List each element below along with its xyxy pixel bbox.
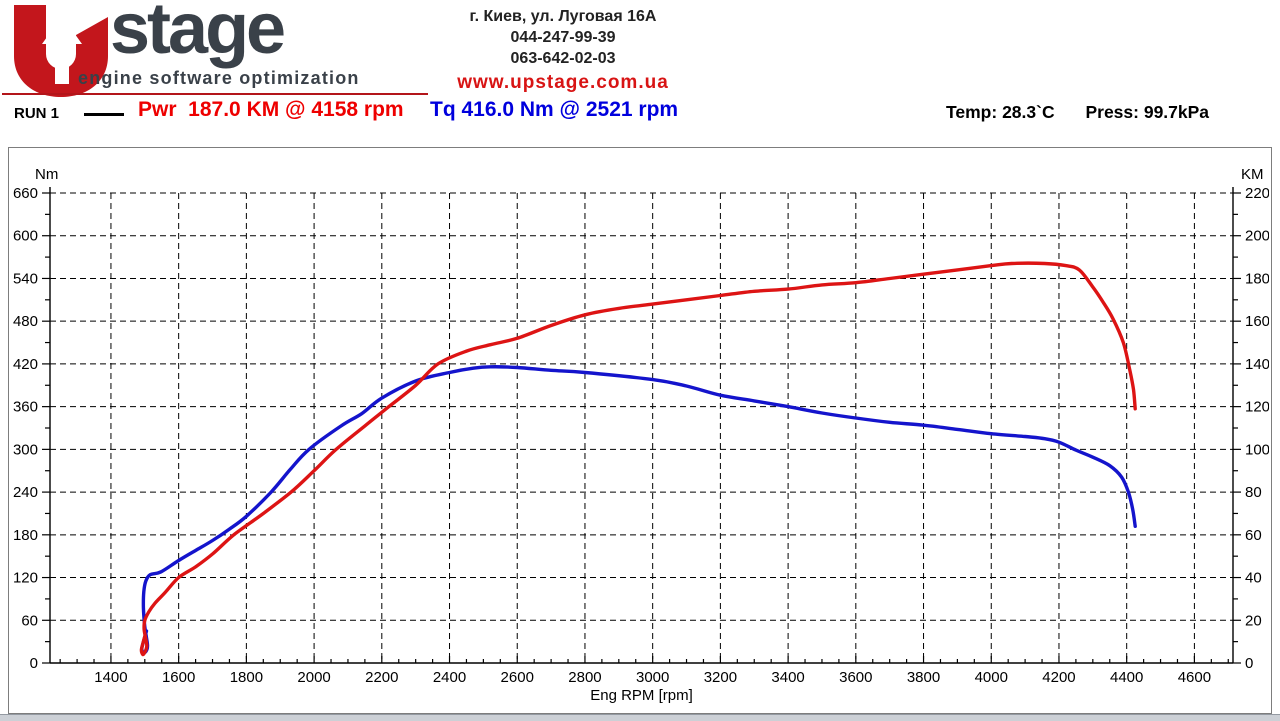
axis-label: 240 bbox=[13, 484, 38, 501]
axis-label: 3400 bbox=[771, 669, 804, 686]
axis-label: 360 bbox=[13, 399, 38, 416]
axis-label: Nm bbox=[35, 166, 58, 183]
contact-phone-1: 044-247-99-39 bbox=[510, 29, 616, 46]
axis-label: 120 bbox=[13, 570, 38, 587]
axis-label: 3800 bbox=[907, 669, 940, 686]
axis-label: 480 bbox=[13, 313, 38, 330]
axis-label: 60 bbox=[21, 612, 38, 629]
axis-label: 1800 bbox=[230, 669, 263, 686]
axis-label: 200 bbox=[1245, 228, 1269, 245]
ambient-readouts: Temp: 28.3`C Press: 99.7kPa bbox=[946, 102, 1209, 123]
axis-label: 4200 bbox=[1042, 669, 1075, 686]
axis-label: 20 bbox=[1245, 612, 1262, 629]
power-peak-readout: Pwr 187.0 KM @ 4158 rpm bbox=[138, 98, 404, 121]
logo-up-arrow-icon bbox=[14, 5, 108, 97]
axis-label: 0 bbox=[1245, 655, 1253, 672]
axis-label: 600 bbox=[13, 228, 38, 245]
axis-label: 660 bbox=[13, 185, 38, 202]
axis-label: 80 bbox=[1245, 484, 1262, 501]
axis-label: 540 bbox=[13, 270, 38, 287]
axis-label: 4400 bbox=[1110, 669, 1143, 686]
axis-label: 300 bbox=[13, 441, 38, 458]
axis-label: Eng RPM [rpm] bbox=[590, 687, 693, 704]
legend-line-sample bbox=[84, 113, 124, 116]
contact-address: г. Киев, ул. Луговая 16А bbox=[469, 8, 657, 25]
dyno-chart-panel: 0 60 120 180 240 300 360 420 480 540 600 660 Nm 0 20 40… bbox=[8, 147, 1272, 714]
ambient-temp-readout: Temp: 28.3`C bbox=[946, 102, 1055, 122]
axis-label: 120 bbox=[1245, 399, 1269, 416]
axis-label: 3600 bbox=[839, 669, 872, 686]
torque-peak-readout: Tq 416.0 Nm @ 2521 rpm bbox=[430, 98, 679, 121]
axis-label: 4600 bbox=[1178, 669, 1211, 686]
window-bottom-strip bbox=[0, 714, 1280, 721]
logo: stage engine software optimization bbox=[6, 0, 430, 97]
axis-label: 60 bbox=[1245, 527, 1262, 544]
axis-label: 3000 bbox=[636, 669, 669, 686]
axis-label: 4000 bbox=[975, 669, 1008, 686]
axis-label: 1400 bbox=[94, 669, 127, 686]
axis-label: 2600 bbox=[501, 669, 534, 686]
axis-label: 2800 bbox=[568, 669, 601, 686]
axis-label: 100 bbox=[1245, 441, 1269, 458]
axis-label: 3200 bbox=[704, 669, 737, 686]
contact-block: г. Киев, ул. Луговая 16А 044-247-99-39 0… bbox=[418, 6, 708, 94]
axis-label: 40 bbox=[1245, 570, 1262, 587]
logo-stage-text: stage bbox=[110, 0, 286, 69]
dyno-chart: 0 60 120 180 240 300 360 420 480 540 600 660 Nm 0 20 40… bbox=[13, 166, 1270, 704]
axis-label: 180 bbox=[1245, 270, 1269, 287]
torque-curve bbox=[140, 365, 1137, 655]
axis-label: 160 bbox=[1245, 313, 1269, 330]
axis-label: 420 bbox=[13, 356, 38, 373]
contact-website: www.upstage.com.ua bbox=[457, 72, 669, 93]
contact-phone-2: 063-642-02-03 bbox=[510, 50, 616, 67]
axis-label: 2400 bbox=[433, 669, 466, 686]
ambient-pressure-readout: Press: 99.7kPa bbox=[1085, 102, 1210, 122]
axis-label: 140 bbox=[1245, 356, 1269, 373]
axis-label: KM bbox=[1241, 166, 1264, 183]
logo-underline bbox=[2, 93, 428, 95]
axis-label: 2200 bbox=[365, 669, 398, 686]
axis-label: 180 bbox=[13, 527, 38, 544]
logo-tagline: engine software optimization bbox=[78, 68, 360, 88]
axis-label: 220 bbox=[1245, 185, 1269, 202]
axis-label: 1600 bbox=[162, 669, 195, 686]
axis-label: 2000 bbox=[297, 669, 330, 686]
run-label: RUN 1 bbox=[14, 105, 60, 122]
axis-label: 0 bbox=[30, 655, 38, 672]
power-curve bbox=[139, 261, 1137, 657]
